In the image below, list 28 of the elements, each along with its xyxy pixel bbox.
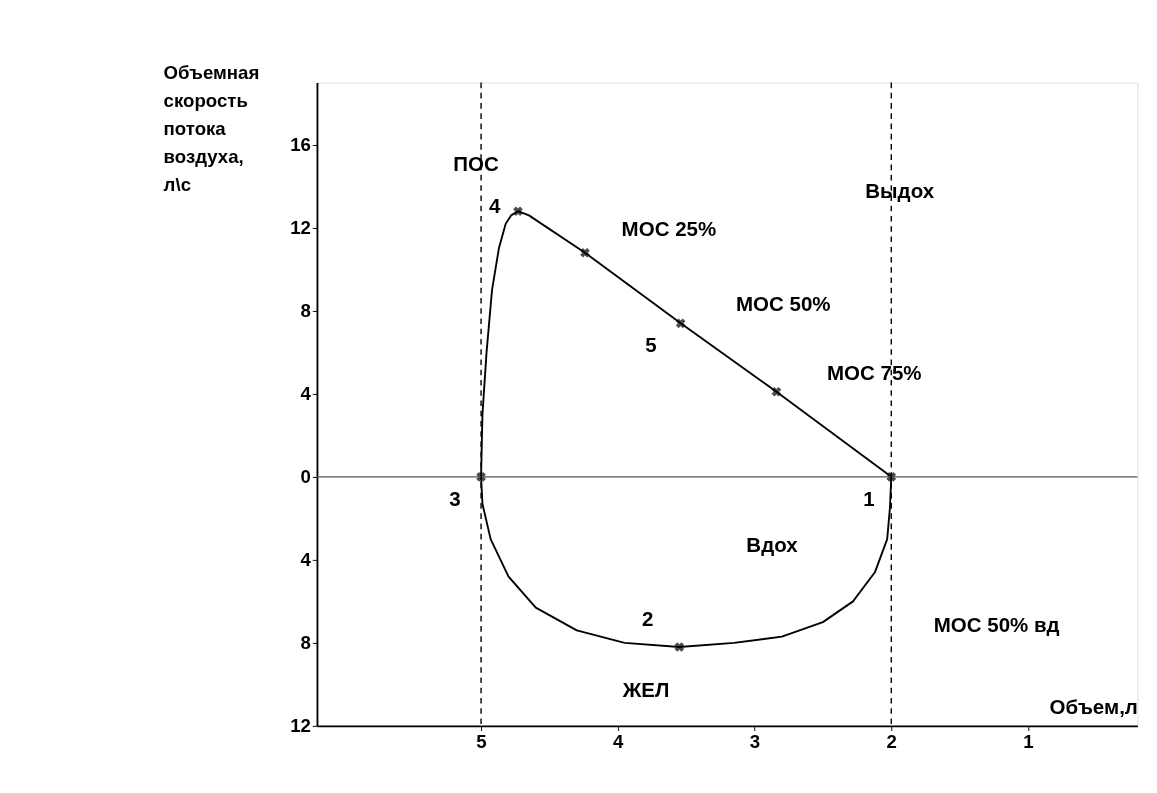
annotation: Вдох bbox=[746, 533, 799, 557]
annotation: МОС 25% bbox=[621, 216, 717, 240]
annotation: МОС 50% вд bbox=[933, 612, 1060, 636]
x-tick-label: 2 bbox=[886, 730, 897, 752]
y-tick-label: 12 bbox=[290, 714, 311, 736]
annotation: ЖЕЛ bbox=[621, 677, 670, 701]
y-tick-label: 4 bbox=[300, 382, 312, 404]
x-axis-title: Объем,л bbox=[1049, 695, 1138, 719]
annotation: 1 bbox=[863, 486, 875, 510]
x-tick-label: 5 bbox=[476, 730, 487, 752]
x-tick-label: 3 bbox=[749, 730, 761, 752]
y-tick-label: 4 bbox=[300, 548, 312, 570]
y-tick-label: 8 bbox=[300, 299, 311, 321]
annotation: 5 bbox=[645, 333, 657, 357]
annotation: МОС 50% bbox=[735, 292, 831, 316]
y-tick-label: 16 bbox=[290, 133, 311, 155]
annotation: 4 bbox=[488, 194, 501, 218]
y-tick-label: 12 bbox=[290, 216, 311, 238]
x-tick-label: 1 bbox=[1023, 730, 1034, 752]
x-tick-label: 4 bbox=[613, 730, 625, 752]
annotation: 2 bbox=[641, 606, 654, 630]
y-tick-label: 8 bbox=[300, 631, 311, 653]
annotation: МОС 75% bbox=[827, 360, 922, 384]
y-tick-label: 0 bbox=[300, 465, 311, 487]
annotation: 3 bbox=[449, 486, 461, 510]
annotation: Выдох bbox=[865, 179, 935, 203]
y-axis-title: Объемная скорость потока воздуха, л\с bbox=[163, 62, 260, 196]
annotation: ПОС bbox=[453, 152, 499, 176]
